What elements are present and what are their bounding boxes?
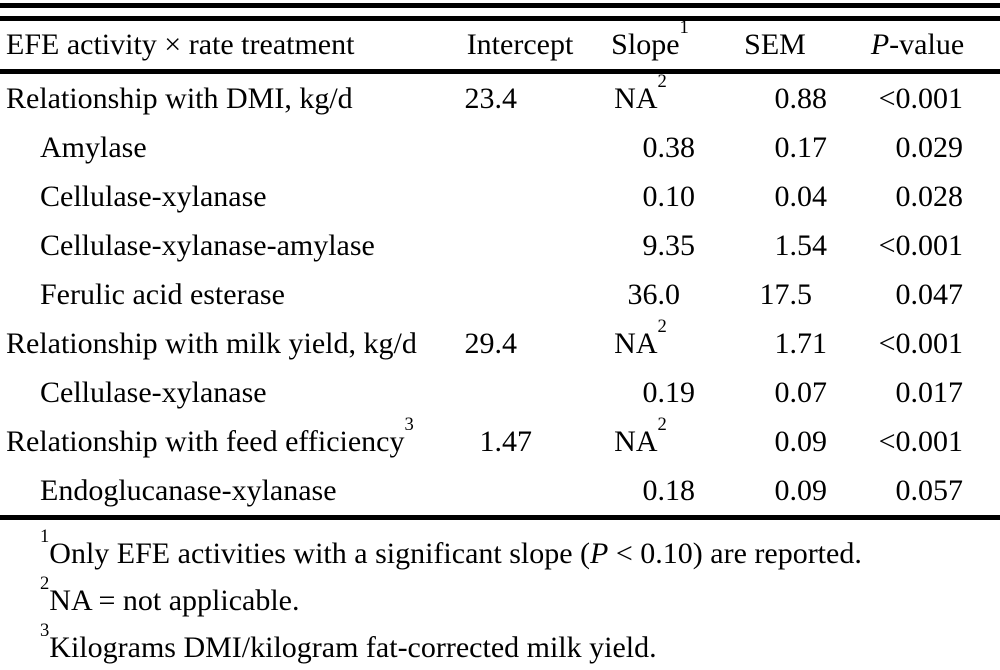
footnote-marker: 2 — [657, 70, 667, 92]
p-value-cell: <0.001 — [878, 326, 963, 360]
footnote-marker: 2 — [657, 315, 667, 337]
slope-cell: 36.0 — [627, 277, 681, 311]
table-row: Cellulase-xylanase 0.10 0.04 0.028 — [0, 172, 1000, 221]
footnote-marker: 3 — [404, 413, 414, 435]
sem-cell: 0.04 — [774, 179, 828, 213]
sem-cell: 0.09 — [774, 473, 828, 507]
p-value-cell: 0.017 — [895, 375, 964, 409]
footnote-marker: 2 — [40, 573, 50, 595]
sem-cell: 0.07 — [774, 375, 828, 409]
footnote-text: < 0.10) are reported. — [608, 537, 862, 570]
slope-cell: 0.10 — [642, 179, 696, 213]
table-row: Cellulase-xylanase-amylase 9.35 1.54 <0.001 — [0, 221, 1000, 270]
header-row: EFE activity × rate treatment Intercept … — [0, 19, 1000, 74]
p-value-cell: 0.047 — [895, 277, 964, 311]
intercept-cell — [455, 270, 585, 319]
footnote-marker: 3 — [40, 620, 50, 642]
footnote-marker: 1 — [679, 17, 689, 39]
rule-bar — [0, 16, 1000, 21]
row-label: Relationship with feed efficiency3 — [6, 413, 414, 458]
sem-cell: 1.71 — [774, 326, 828, 360]
slope-cell: 0.18 — [642, 473, 696, 507]
intercept-cell: 1.47 — [479, 424, 533, 458]
table-row: Relationship with feed efficiency3 1.47 NA… — [0, 413, 1000, 466]
p-value-cell: <0.001 — [878, 424, 963, 458]
row-label: Cellulase-xylanase-amylase — [40, 228, 375, 262]
p-value-cell: <0.001 — [878, 81, 963, 115]
intercept-cell — [455, 466, 585, 518]
row-label: Cellulase-xylanase — [40, 179, 267, 213]
col-header-intercept: Intercept — [455, 21, 585, 74]
footnote-text: Kilograms DMI/kilogram fat-corrected mil… — [49, 631, 657, 664]
intercept-cell — [455, 368, 585, 417]
p-value-cell: <0.001 — [878, 228, 963, 262]
slope-cell: NA2 — [614, 70, 667, 115]
efe-regression-table: EFE activity × rate treatment Intercept … — [0, 19, 1000, 520]
footnotes: 1Only EFE activities with a significant … — [0, 528, 1000, 670]
footnote: 3Kilograms DMI/kilogram fat-corrected mi… — [0, 622, 1000, 670]
intercept-cell — [455, 123, 585, 172]
intercept-cell: 23.4 — [464, 81, 518, 115]
table-row: Cellulase-xylanase 0.19 0.07 0.017 — [0, 368, 1000, 417]
sem-cell: 0.17 — [774, 130, 828, 164]
table-body: Relationship with DMI, kg/d 23.4 NA2 0.88 <0… — [0, 72, 1000, 518]
sem-cell: 17.5 — [759, 277, 813, 311]
top-double-rule — [0, 3, 1000, 21]
table-row: Amylase 0.38 0.17 0.029 — [0, 123, 1000, 172]
table-row: Relationship with milk yield, kg/d 29.4 NA… — [0, 315, 1000, 368]
sem-cell: 1.54 — [774, 228, 828, 262]
footnote-marker: 2 — [657, 413, 667, 435]
row-label: Relationship with milk yield, kg/d — [6, 326, 417, 360]
footnote-text: Only EFE activities with a significant s… — [49, 537, 591, 570]
row-label: Endoglucanase-xylanase — [40, 473, 337, 507]
p-value-cell: 0.028 — [895, 179, 964, 213]
footnote-text: NA = not applicable. — [49, 584, 300, 617]
p-value-cell: 0.029 — [895, 130, 964, 164]
row-label: Ferulic acid esterase — [40, 277, 285, 311]
col-header-slope: Slope1 — [585, 19, 715, 74]
col-header-pvalue: P-value — [835, 21, 1000, 74]
footnote: 1Only EFE activities with a significant … — [0, 528, 1000, 577]
table-row: Relationship with DMI, kg/d 23.4 NA2 0.88 <0… — [0, 72, 1000, 124]
rule-bar — [0, 3, 1000, 8]
col-header-sem: SEM — [715, 21, 835, 74]
row-label: Relationship with DMI, kg/d — [6, 81, 353, 115]
slope-cell: 0.19 — [642, 375, 696, 409]
row-label: Cellulase-xylanase — [40, 375, 267, 409]
table-row: Ferulic acid esterase 36.0 17.5 0.047 — [0, 270, 1000, 319]
intercept-cell — [455, 172, 585, 221]
slope-cell: 0.38 — [642, 130, 696, 164]
col-header-treatment: EFE activity × rate treatment — [0, 21, 455, 74]
sem-cell: 0.09 — [774, 424, 828, 458]
footnote-text: P — [590, 537, 609, 570]
intercept-cell: 29.4 — [464, 326, 518, 360]
sem-cell: 0.88 — [774, 81, 828, 115]
slope-cell: NA2 — [614, 413, 667, 458]
slope-cell: NA2 — [614, 315, 667, 360]
footnote: 2NA = not applicable. — [0, 575, 1000, 624]
footnote-marker: 1 — [40, 526, 50, 548]
row-label: Amylase — [40, 130, 147, 164]
table-row: Endoglucanase-xylanase 0.18 0.09 0.057 — [0, 466, 1000, 518]
intercept-cell — [455, 221, 585, 270]
slope-cell: 9.35 — [642, 228, 696, 262]
p-value-cell: 0.057 — [895, 473, 964, 507]
